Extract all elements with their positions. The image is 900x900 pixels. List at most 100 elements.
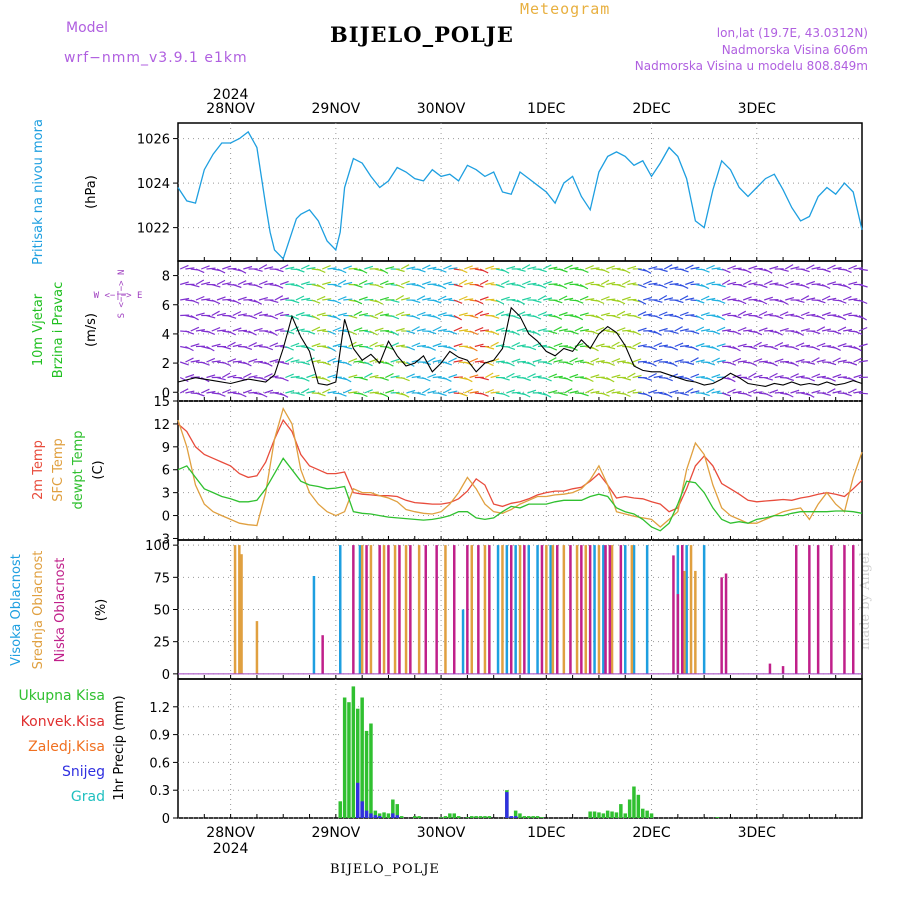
wind-arrow [579,268,589,273]
wind-arrow [711,267,721,270]
wind-arrow [327,390,337,394]
cloud-bar-mid_cloud [255,621,259,674]
wind-arrow [595,326,605,332]
wind-arrow [553,359,563,363]
wind-arrow [516,360,526,363]
wind-arrow [627,372,636,379]
wind-arrow [669,361,678,367]
wind-arrow [748,282,758,286]
wind-arrow [290,342,300,348]
wind-arrow [300,376,310,382]
wind-arrow [753,314,763,319]
wind-arrow [816,299,826,304]
precip-bar-snow [356,782,360,818]
wind-arrow [453,343,463,348]
precip-bar-total_precip [592,811,597,818]
cloud-bar-high_cloud [602,545,605,674]
wind-arrow [679,328,689,332]
wind-arrow [453,299,463,304]
wind-arrow [511,330,520,336]
wind-arrow [558,311,568,317]
wind-arrow [700,268,710,273]
wind-arrow [464,376,473,383]
wind-arrow [853,390,863,394]
wind-arrow [690,266,700,270]
wind-arrow [648,372,657,379]
wind-arrow [742,279,752,286]
wind-arrow [390,299,400,303]
wind-arrow [285,390,295,394]
wind-arrow [395,268,405,273]
wind-arrow [185,357,194,363]
wind-arrow [721,295,731,301]
wind-arrow [632,358,642,363]
wind-arrow [637,283,647,289]
wind-arrow [316,295,326,301]
wind-arrow [264,389,274,394]
wind-arrow [206,390,216,394]
wind-arrow [606,298,616,301]
wind-arrow [479,392,489,397]
precip-bar-total_precip [448,813,452,818]
wind-arrow [427,390,437,394]
wind-arrow [195,295,205,301]
wind-arrow [621,268,631,274]
wind-arrow [432,326,442,332]
wind-arrow [743,312,753,317]
wind-arrow [358,268,368,274]
wind-arrow [179,361,189,366]
wind-arrow [201,281,211,286]
wind-arrow [706,264,715,270]
wind-arrow [558,328,568,332]
wind-arrow [595,314,604,321]
wind-arrow [832,345,841,351]
ytick-label-pressure: 1026 [137,133,170,148]
wind-arrow [306,373,316,379]
wind-arrow [611,341,620,348]
wind-arrow [500,296,510,301]
cloud-bar-low_cloud [843,545,846,674]
wind-arrow [327,345,336,352]
wind-arrow [679,268,689,273]
wind-arrow [537,268,547,273]
wind-arrow [474,343,484,348]
wind-arrow [343,265,353,270]
wind-arrow [669,345,679,351]
wind-arrow [532,330,541,337]
wind-arrow [785,313,795,317]
cloud-bar-high_cloud [496,545,500,674]
elevation-label: Nadmorska Visina 606m [721,43,868,57]
wind-arrow [411,375,421,379]
wind-arrow [758,344,768,348]
wind-arrow [548,390,558,394]
wind-arrow [716,359,726,363]
wind-arrow [764,296,773,301]
wind-arrow [464,281,474,286]
cloud-bar-mid_cloud [694,570,697,674]
wind-arrow [364,282,374,286]
wind-arrow [474,360,484,363]
wind-arrow [364,298,374,301]
wind-arrow [563,388,573,394]
wind-arrow [721,268,731,274]
wind-arrow [837,299,847,304]
ytick-label-temperature: 6 [162,464,170,479]
wind-arrow [222,282,232,286]
wind-arrow [180,297,190,301]
wind-arrow [495,360,505,363]
wind-arrow [211,327,221,332]
footer-station: BIJELO_POLJE [330,862,440,877]
wind-arrow [416,344,426,348]
wind-arrow [400,392,410,398]
wind-arrow [858,343,868,348]
wind-arrow [290,299,300,304]
wind-arrow [721,312,731,317]
wind-arrow [637,360,647,363]
wind-arrow [227,374,237,379]
wind-arrow [237,296,247,301]
cloud-bar-low_cloud [387,545,390,674]
wind-arrow [474,283,484,288]
wind-arrow [222,298,232,301]
wind-arrow [764,313,774,317]
wind-arrow [490,330,500,336]
